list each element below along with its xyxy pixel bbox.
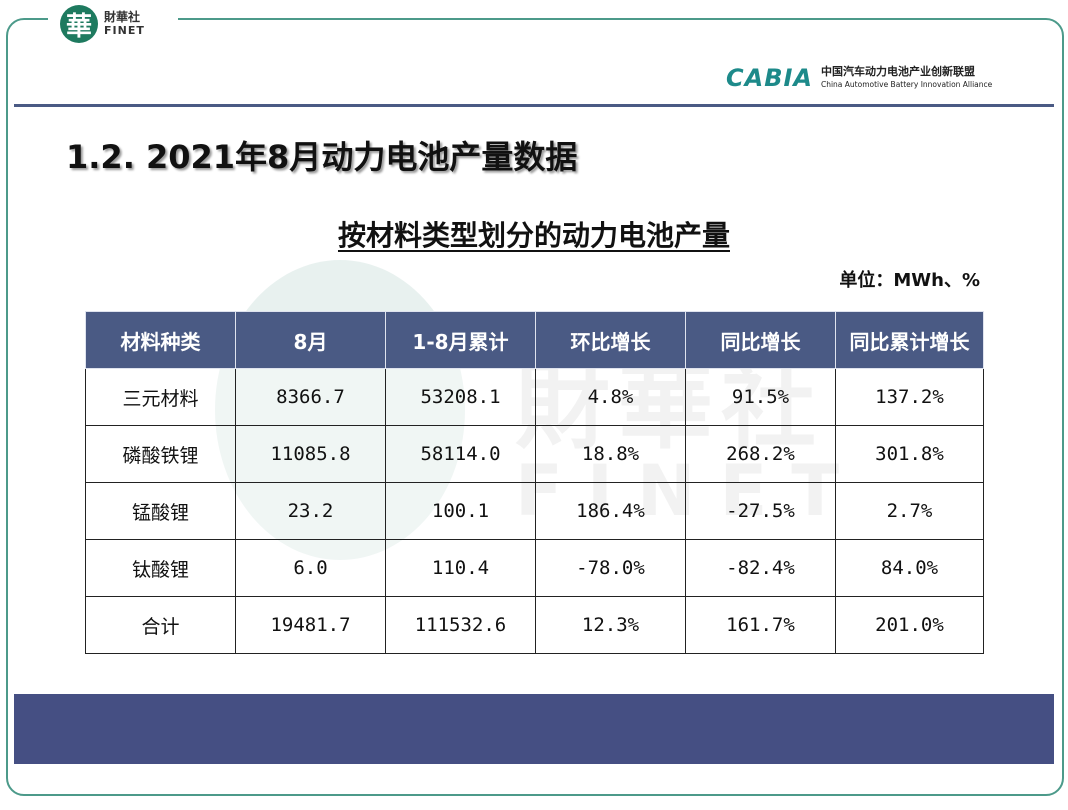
table-header-cell: 同比累计增长 bbox=[835, 311, 984, 369]
table-row: 钛酸锂 6.0 110.4 -78.0% -82.4% 84.0% bbox=[85, 539, 984, 597]
table-title: 按材料类型划分的动力电池产量 bbox=[337, 219, 730, 252]
table-cell: 4.8% bbox=[535, 368, 686, 426]
table-header-cell: 材料种类 bbox=[85, 311, 236, 369]
table-header-row: 材料种类 8月 1-8月累计 环比增长 同比增长 同比累计增长 bbox=[85, 311, 984, 369]
table-title-wrap: 按材料类型划分的动力电池产量 bbox=[0, 214, 1068, 254]
table-cell: 110.4 bbox=[385, 539, 536, 597]
section-title: 1.2. 2021年8月动力电池产量数据 bbox=[66, 138, 578, 176]
table-cell: -82.4% bbox=[685, 539, 836, 597]
header-divider bbox=[14, 104, 1054, 107]
table-header-cell: 1-8月累计 bbox=[385, 311, 536, 369]
table-header-cell: 8月 bbox=[235, 311, 386, 369]
table-cell: 12.3% bbox=[535, 596, 686, 654]
table-cell: 161.7% bbox=[685, 596, 836, 654]
table-header-cell: 同比增长 bbox=[685, 311, 836, 369]
table-cell: 100.1 bbox=[385, 482, 536, 540]
table-row: 锰酸锂 23.2 100.1 186.4% -27.5% 2.7% bbox=[85, 482, 984, 540]
table-cell: -78.0% bbox=[535, 539, 686, 597]
footer-bar bbox=[14, 694, 1054, 764]
finet-logo: 華 財華社 FINET bbox=[48, 0, 178, 48]
table-header-cell: 环比增长 bbox=[535, 311, 686, 369]
table-row: 磷酸铁锂 11085.8 58114.0 18.8% 268.2% 301.8% bbox=[85, 425, 984, 483]
table-cell: 186.4% bbox=[535, 482, 686, 540]
table-cell: 137.2% bbox=[835, 368, 984, 426]
cabia-logo-icon: CABIA bbox=[726, 64, 813, 92]
table-row: 三元材料 8366.7 53208.1 4.8% 91.5% 137.2% bbox=[85, 368, 984, 426]
table-cell: 2.7% bbox=[835, 482, 984, 540]
table-cell: 58114.0 bbox=[385, 425, 536, 483]
table-cell: 19481.7 bbox=[235, 596, 386, 654]
cabia-name-en: China Automotive Battery Innovation Alli… bbox=[820, 80, 993, 89]
table-cell: 磷酸铁锂 bbox=[85, 425, 236, 483]
table-cell: 锰酸锂 bbox=[85, 482, 236, 540]
cabia-logo: CABIA 中国汽车动力电池产业创新联盟 China Automotive Ba… bbox=[726, 64, 992, 92]
production-table: 材料种类 8月 1-8月累计 环比增长 同比增长 同比累计增长 三元材料 836… bbox=[85, 311, 984, 654]
table-cell: 111532.6 bbox=[385, 596, 536, 654]
table-cell: 201.0% bbox=[835, 596, 984, 654]
table-cell: 三元材料 bbox=[85, 368, 236, 426]
table-row: 合计 19481.7 111532.6 12.3% 161.7% 201.0% bbox=[85, 596, 984, 654]
unit-label: 单位：MWh、% bbox=[839, 270, 980, 291]
table-cell: 23.2 bbox=[235, 482, 386, 540]
table-cell: 18.8% bbox=[535, 425, 686, 483]
cabia-name-cn: 中国汽车动力电池产业创新联盟 bbox=[820, 65, 975, 78]
table-cell: 8366.7 bbox=[235, 368, 386, 426]
table-cell: 84.0% bbox=[835, 539, 984, 597]
table-cell: 301.8% bbox=[835, 425, 984, 483]
table-cell: -27.5% bbox=[685, 482, 836, 540]
finet-name-en: FINET bbox=[104, 24, 145, 37]
table-cell: 53208.1 bbox=[385, 368, 536, 426]
table-cell: 268.2% bbox=[685, 425, 836, 483]
table-cell: 91.5% bbox=[685, 368, 836, 426]
table-cell: 6.0 bbox=[235, 539, 386, 597]
finet-logo-icon: 華 bbox=[60, 5, 98, 43]
table-cell: 11085.8 bbox=[235, 425, 386, 483]
table-cell: 合计 bbox=[85, 596, 236, 654]
finet-name-cn: 財華社 bbox=[104, 10, 141, 24]
table-cell: 钛酸锂 bbox=[85, 539, 236, 597]
